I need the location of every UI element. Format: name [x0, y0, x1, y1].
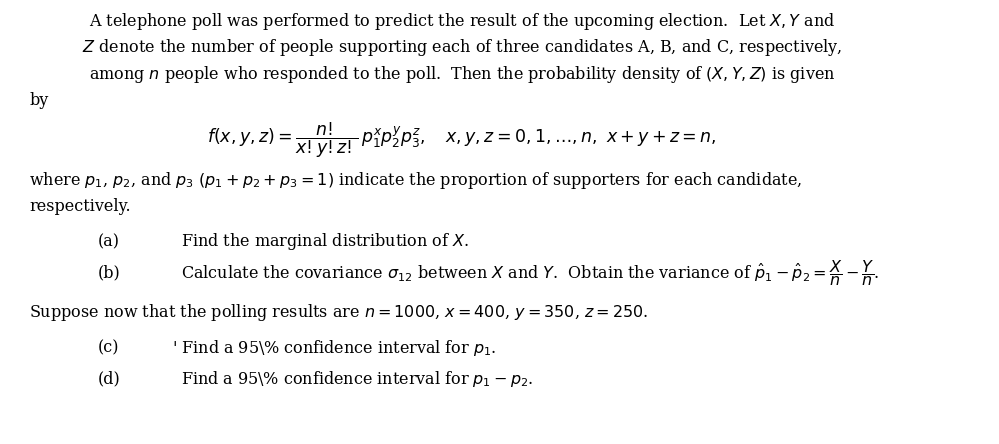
Text: A telephone poll was performed to predict the result of the upcoming election.  : A telephone poll was performed to predic…	[89, 11, 835, 32]
Text: Find a 95\% confidence interval for $p_1 - p_2$.: Find a 95\% confidence interval for $p_1…	[181, 369, 533, 388]
Text: (d): (d)	[98, 370, 121, 387]
Text: by: by	[29, 92, 48, 109]
Text: (c): (c)	[98, 339, 120, 356]
Text: respectively.: respectively.	[29, 198, 131, 215]
Text: $f(x,y,z) = \dfrac{n!}{x!y!z!}\,p_1^x p_2^y p_3^z, \quad x,y,z = 0,1,\ldots,n,\ : $f(x,y,z) = \dfrac{n!}{x!y!z!}\,p_1^x p_…	[207, 121, 716, 160]
Text: (a): (a)	[98, 234, 120, 250]
Text: Suppose now that the polling results are $n = 1000$, $x = 400$, $y = 350$, $z = : Suppose now that the polling results are…	[29, 302, 648, 323]
Text: Calculate the covariance $\sigma_{12}$ between $X$ and $Y$.  Obtain the variance: Calculate the covariance $\sigma_{12}$ b…	[181, 258, 879, 288]
Text: Find the marginal distribution of $X$.: Find the marginal distribution of $X$.	[181, 231, 469, 252]
Text: among $n$ people who responded to the poll.  Then the probability density of $(X: among $n$ people who responded to the po…	[89, 63, 835, 85]
Text: ' Find a 95\% confidence interval for $p_1$.: ' Find a 95\% confidence interval for $p…	[172, 338, 497, 358]
Text: $Z$ denote the number of people supporting each of three candidates A, B, and C,: $Z$ denote the number of people supporti…	[82, 37, 842, 58]
Text: (b): (b)	[98, 264, 121, 281]
Text: where $p_1$, $p_2$, and $p_3$ $(p_1 + p_2 + p_3 = 1)$ indicate the proportion of: where $p_1$, $p_2$, and $p_3$ $(p_1 + p_…	[29, 170, 802, 190]
